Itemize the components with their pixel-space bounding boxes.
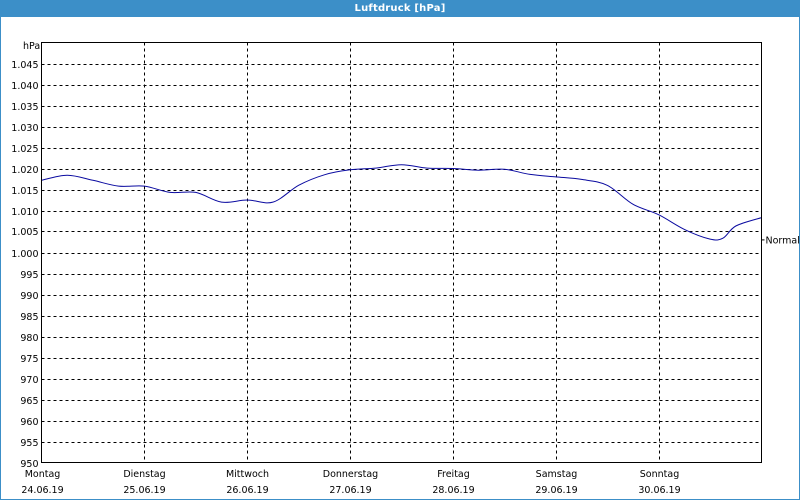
y-unit-label: hPa <box>23 41 40 52</box>
y-tick-label: 975 <box>20 354 38 365</box>
series-line <box>41 164 762 241</box>
y-tick-label: 965 <box>20 396 38 407</box>
y-tick-label: 1.000 <box>11 249 38 260</box>
y-tick-label: 985 <box>20 312 38 323</box>
x-tick-date: 30.06.19 <box>638 485 680 496</box>
y-tick-label: 1.035 <box>11 102 38 113</box>
y-tick-label: 970 <box>20 375 38 386</box>
y-tick-label: 950 <box>20 459 38 470</box>
x-tick-date: 25.06.19 <box>123 485 165 496</box>
x-tick-day: Samstag <box>536 469 578 480</box>
x-tick-day: Mittwoch <box>226 469 269 480</box>
x-tick-labels: Montag 24.06.19 Dienstag 25.06.19 Mittwoch 26… <box>21 469 680 496</box>
y-tick-label: 1.005 <box>11 227 38 238</box>
grid-lines <box>41 42 762 463</box>
y-tick-label: 1.040 <box>11 81 38 92</box>
x-tick-date: 27.06.19 <box>329 485 371 496</box>
y-tick-labels: 950 955 960 965 970 975 980 985 990 995 1.000 1.005… <box>11 60 38 470</box>
x-tick-day: Montag <box>25 469 61 480</box>
x-tick-date: 29.06.19 <box>535 485 577 496</box>
x-tick-day: Dienstag <box>123 469 165 480</box>
x-tick-day: Donnerstag <box>323 469 378 480</box>
plot-frame <box>41 42 762 463</box>
y-tick-label: 1.030 <box>11 123 38 134</box>
y-tick-label: 960 <box>20 417 38 428</box>
x-tick-date: 24.06.19 <box>21 485 63 496</box>
y-tick-label: 980 <box>20 333 38 344</box>
y-tick-label: 955 <box>20 438 38 449</box>
annotation-normal: Normal <box>766 235 800 246</box>
y-tick-label: 995 <box>20 270 38 281</box>
y-tick-label: 1.025 <box>11 144 38 155</box>
x-tick-date: 28.06.19 <box>432 485 474 496</box>
x-tick-day: Sonntag <box>640 469 679 480</box>
y-tick-label: 1.020 <box>11 165 38 176</box>
annotations: Normal <box>761 235 800 246</box>
x-tick-date: 26.06.19 <box>226 485 268 496</box>
y-tick-label: 1.015 <box>11 186 38 197</box>
x-tick-day: Freitag <box>437 469 470 480</box>
y-tick-label: 990 <box>20 291 38 302</box>
window-title: Luftdruck [hPa] <box>1 1 799 17</box>
pressure-chart: hPa 950 955 960 965 970 975 980 985 990 995 1.000 1… <box>11 41 800 496</box>
y-tick-label: 1.045 <box>11 60 38 71</box>
y-tick-label: 1.010 <box>11 207 38 218</box>
